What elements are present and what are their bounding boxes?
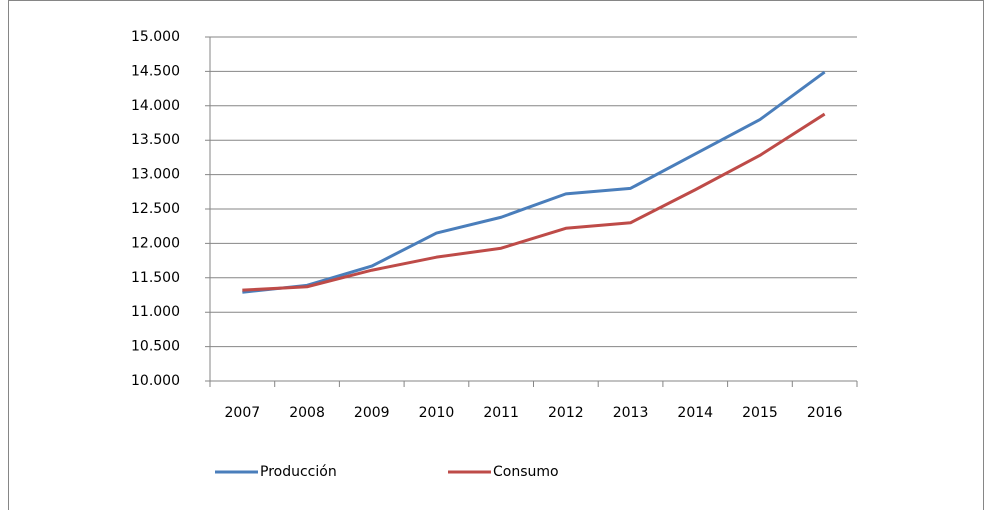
x-tick-label: 2011 — [483, 405, 519, 421]
x-tick-label: 2007 — [225, 405, 261, 421]
x-tick-label: 2016 — [807, 405, 843, 421]
series-line — [242, 70, 826, 294]
y-tick-label: 12.000 — [131, 235, 180, 251]
y-tick-label: 13.000 — [131, 167, 180, 183]
y-tick-label: 14.000 — [131, 98, 180, 114]
x-tick-label: 2013 — [613, 405, 649, 421]
x-tick-label: 2010 — [419, 405, 455, 421]
chart-frame — [8, 0, 984, 514]
y-tick-label: 12.500 — [131, 201, 180, 217]
y-tick-label: 13.500 — [131, 132, 180, 148]
y-tick-label: 11.000 — [131, 304, 180, 320]
y-tick-label: 14.500 — [131, 63, 180, 79]
legend-label: Consumo — [493, 464, 559, 480]
legend-label: Producción — [260, 464, 337, 480]
x-tick-label: 2012 — [548, 405, 584, 421]
y-tick-label: 15.000 — [131, 29, 180, 45]
x-tick-label: 2009 — [354, 405, 390, 421]
y-tick-label: 10.500 — [131, 339, 180, 355]
y-tick-label: 11.500 — [131, 270, 180, 286]
x-tick-label: 2008 — [289, 405, 325, 421]
y-tick-label: 10.000 — [131, 373, 180, 389]
x-tick-label: 2015 — [742, 405, 778, 421]
series-line — [242, 112, 826, 292]
x-tick-label: 2014 — [677, 405, 713, 421]
